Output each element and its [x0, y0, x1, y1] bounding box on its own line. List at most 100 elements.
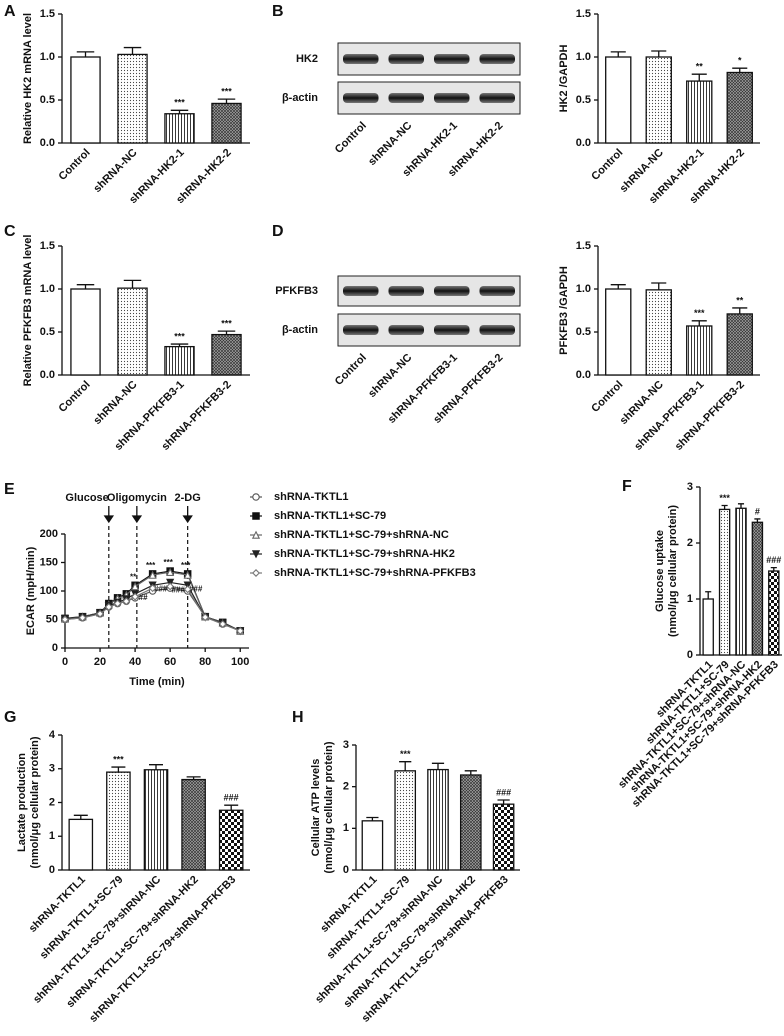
error-bar [431, 762, 445, 770]
significance-label: *** [719, 493, 730, 503]
significance-label: *** [221, 87, 232, 97]
bar [605, 56, 632, 144]
y-tick-label: 0.5 [576, 94, 591, 106]
y-axis-label: HK2 /GAPDH [558, 45, 570, 113]
error-bar [721, 504, 728, 510]
bar [218, 809, 244, 871]
event-arrow [182, 506, 193, 524]
y-tick-label: 0.0 [576, 369, 591, 381]
y-tick-label: 0.0 [576, 137, 591, 149]
y-tick-label: 0.0 [40, 369, 55, 381]
blot-band [479, 325, 515, 335]
marker [96, 609, 105, 618]
y-tick-label: 1.0 [576, 283, 591, 295]
error-bar [123, 279, 142, 289]
significance-label: # [755, 506, 760, 516]
point-label: ### [171, 586, 185, 595]
blot-band [388, 325, 424, 335]
blot-band [343, 93, 379, 103]
marker [166, 582, 175, 591]
significance-label: *** [174, 331, 185, 341]
panel-letter: H [292, 709, 304, 726]
series-line [64, 571, 241, 632]
error-bar [464, 770, 477, 775]
legend-marker [252, 493, 260, 501]
blot-band [479, 93, 515, 103]
legend-marker [252, 569, 260, 577]
blot-band [434, 286, 470, 296]
error-bar [224, 804, 239, 811]
x-tick-label: 40 [129, 656, 141, 668]
significance-label: * [738, 56, 742, 66]
event-arrow [131, 506, 143, 524]
marker [236, 626, 245, 635]
x-tick-label: 100 [231, 656, 249, 668]
y-tick-label: 150 [40, 556, 58, 568]
marker [78, 613, 87, 622]
point-label: ** [130, 572, 137, 581]
significance-label: ** [736, 295, 744, 305]
y-tick-label: 1 [687, 593, 693, 605]
panel-letter: F [622, 478, 632, 495]
panel-letter: B [272, 3, 284, 20]
marker [113, 599, 122, 608]
y-tick-label: 0.5 [576, 326, 591, 338]
bar [211, 102, 242, 144]
x-tick-label: 20 [94, 656, 106, 668]
blot-band [479, 286, 515, 296]
legend-label: shRNA-TKTL1+SC-79+shRNA-PFKFB3 [274, 567, 476, 579]
bar [117, 53, 148, 144]
blot-band [343, 286, 379, 296]
bar [605, 288, 632, 376]
significance-label: *** [221, 319, 232, 329]
x-tick-label: Control [57, 147, 93, 183]
x-tick-label: Control [589, 379, 625, 415]
marker [131, 592, 140, 601]
bar [492, 803, 515, 871]
panel-letter: A [4, 3, 16, 20]
y-tick-label: 3 [49, 763, 55, 775]
marker [104, 602, 113, 611]
marker [218, 620, 227, 629]
blot-band [343, 54, 379, 64]
y-tick-label: 1.5 [40, 8, 55, 20]
bar [768, 570, 780, 656]
bar [726, 71, 753, 144]
bar [70, 288, 101, 376]
error-bar [651, 282, 667, 290]
lane-label: Control [333, 120, 369, 156]
x-tick-label: shRNA-TKTL1+SC-79+shRNA-NC [616, 659, 748, 791]
error-bar [111, 766, 126, 773]
legend-label: shRNA-TKTL1+SC-79+shRNA-NC [274, 529, 449, 541]
bar [164, 113, 195, 144]
y-axis-label: Cellular ATP levels [310, 759, 322, 857]
x-tick-label: shRNA-NC [91, 379, 139, 427]
point-label: *** [163, 558, 173, 567]
error-bar [732, 67, 748, 73]
bar [143, 769, 169, 871]
significance-label: *** [694, 308, 705, 318]
y-axis-label: Glucose uptake [654, 530, 666, 612]
x-tick-label: shRNA-TKTL1+SC-79+shRNA-NC [313, 874, 445, 1006]
panel-letter: D [272, 223, 284, 240]
y-axis-label: Relative HK2 mRNA level [22, 13, 34, 144]
marker [166, 578, 175, 587]
y-tick-label: 2 [343, 781, 349, 793]
y-tick-label: 4 [49, 729, 56, 741]
bar [68, 818, 94, 871]
marker [201, 613, 210, 622]
error-bar [76, 284, 95, 289]
x-tick-label: 0 [62, 656, 68, 668]
significance-label: ### [766, 555, 781, 565]
error-bar [691, 73, 707, 82]
bar [751, 521, 764, 656]
point-label: ### [189, 584, 203, 593]
error-bar [186, 776, 201, 780]
x-tick-label: shRNA-NC [91, 147, 139, 195]
y-tick-label: 0 [52, 642, 58, 654]
error-bar [366, 816, 379, 821]
significance-label: *** [400, 749, 411, 759]
marker [131, 582, 140, 591]
blot-band [388, 286, 424, 296]
error-bar [170, 343, 189, 347]
